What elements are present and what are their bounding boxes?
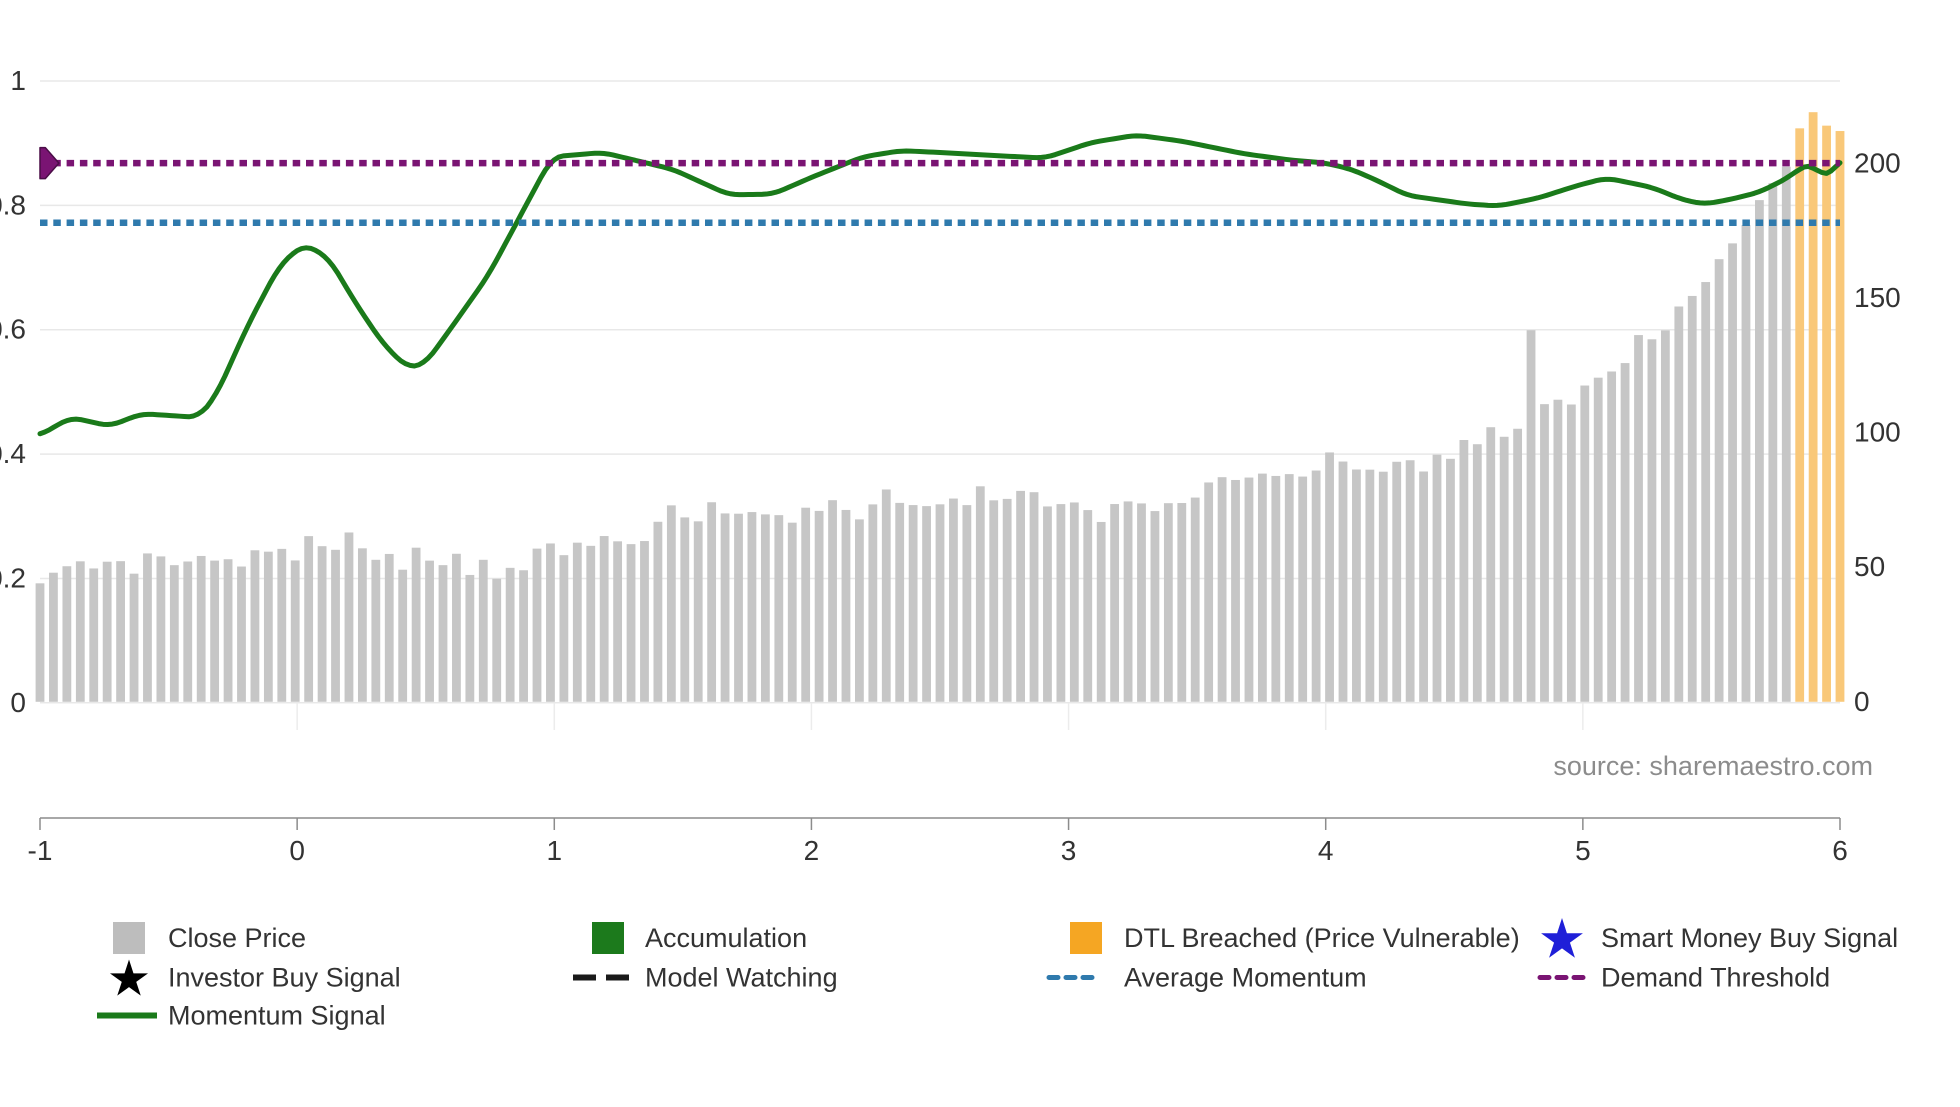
svg-text:200: 200 <box>1854 147 1901 178</box>
svg-text:1: 1 <box>547 835 563 866</box>
svg-text:Average Momentum: Average Momentum <box>1124 963 1367 993</box>
svg-text:0.4: 0.4 <box>0 438 26 469</box>
svg-text:0.8: 0.8 <box>0 189 26 220</box>
svg-text:2: 2 <box>804 835 820 866</box>
svg-text:0: 0 <box>1854 686 1870 717</box>
svg-text:150: 150 <box>1854 282 1901 313</box>
svg-text:Accumulation: Accumulation <box>645 923 807 953</box>
svg-text:Momentum Signal: Momentum Signal <box>168 1001 386 1031</box>
svg-text:DTL Breached (Price Vulnerable: DTL Breached (Price Vulnerable) <box>1124 923 1520 953</box>
svg-text:1: 1 <box>10 65 26 96</box>
svg-text:source: sharemaestro.com: source: sharemaestro.com <box>1553 751 1873 781</box>
svg-text:Smart Money Buy Signal: Smart Money Buy Signal <box>1601 923 1898 953</box>
svg-text:Close Price: Close Price <box>168 923 306 953</box>
svg-text:0: 0 <box>289 835 305 866</box>
svg-text:0.2: 0.2 <box>0 562 26 593</box>
svg-text:Demand Threshold: Demand Threshold <box>1601 963 1830 993</box>
svg-text:50: 50 <box>1854 551 1885 582</box>
svg-text:0: 0 <box>10 687 26 718</box>
svg-text:-1: -1 <box>28 835 53 866</box>
svg-text:6: 6 <box>1832 835 1848 866</box>
svg-text:3: 3 <box>1061 835 1077 866</box>
svg-text:100: 100 <box>1854 417 1901 448</box>
svg-text:0.6: 0.6 <box>0 314 26 345</box>
svg-text:5: 5 <box>1575 835 1591 866</box>
svg-text:Model Watching: Model Watching <box>645 963 838 993</box>
svg-text:4: 4 <box>1318 835 1334 866</box>
svg-text:Investor Buy Signal: Investor Buy Signal <box>168 963 401 993</box>
